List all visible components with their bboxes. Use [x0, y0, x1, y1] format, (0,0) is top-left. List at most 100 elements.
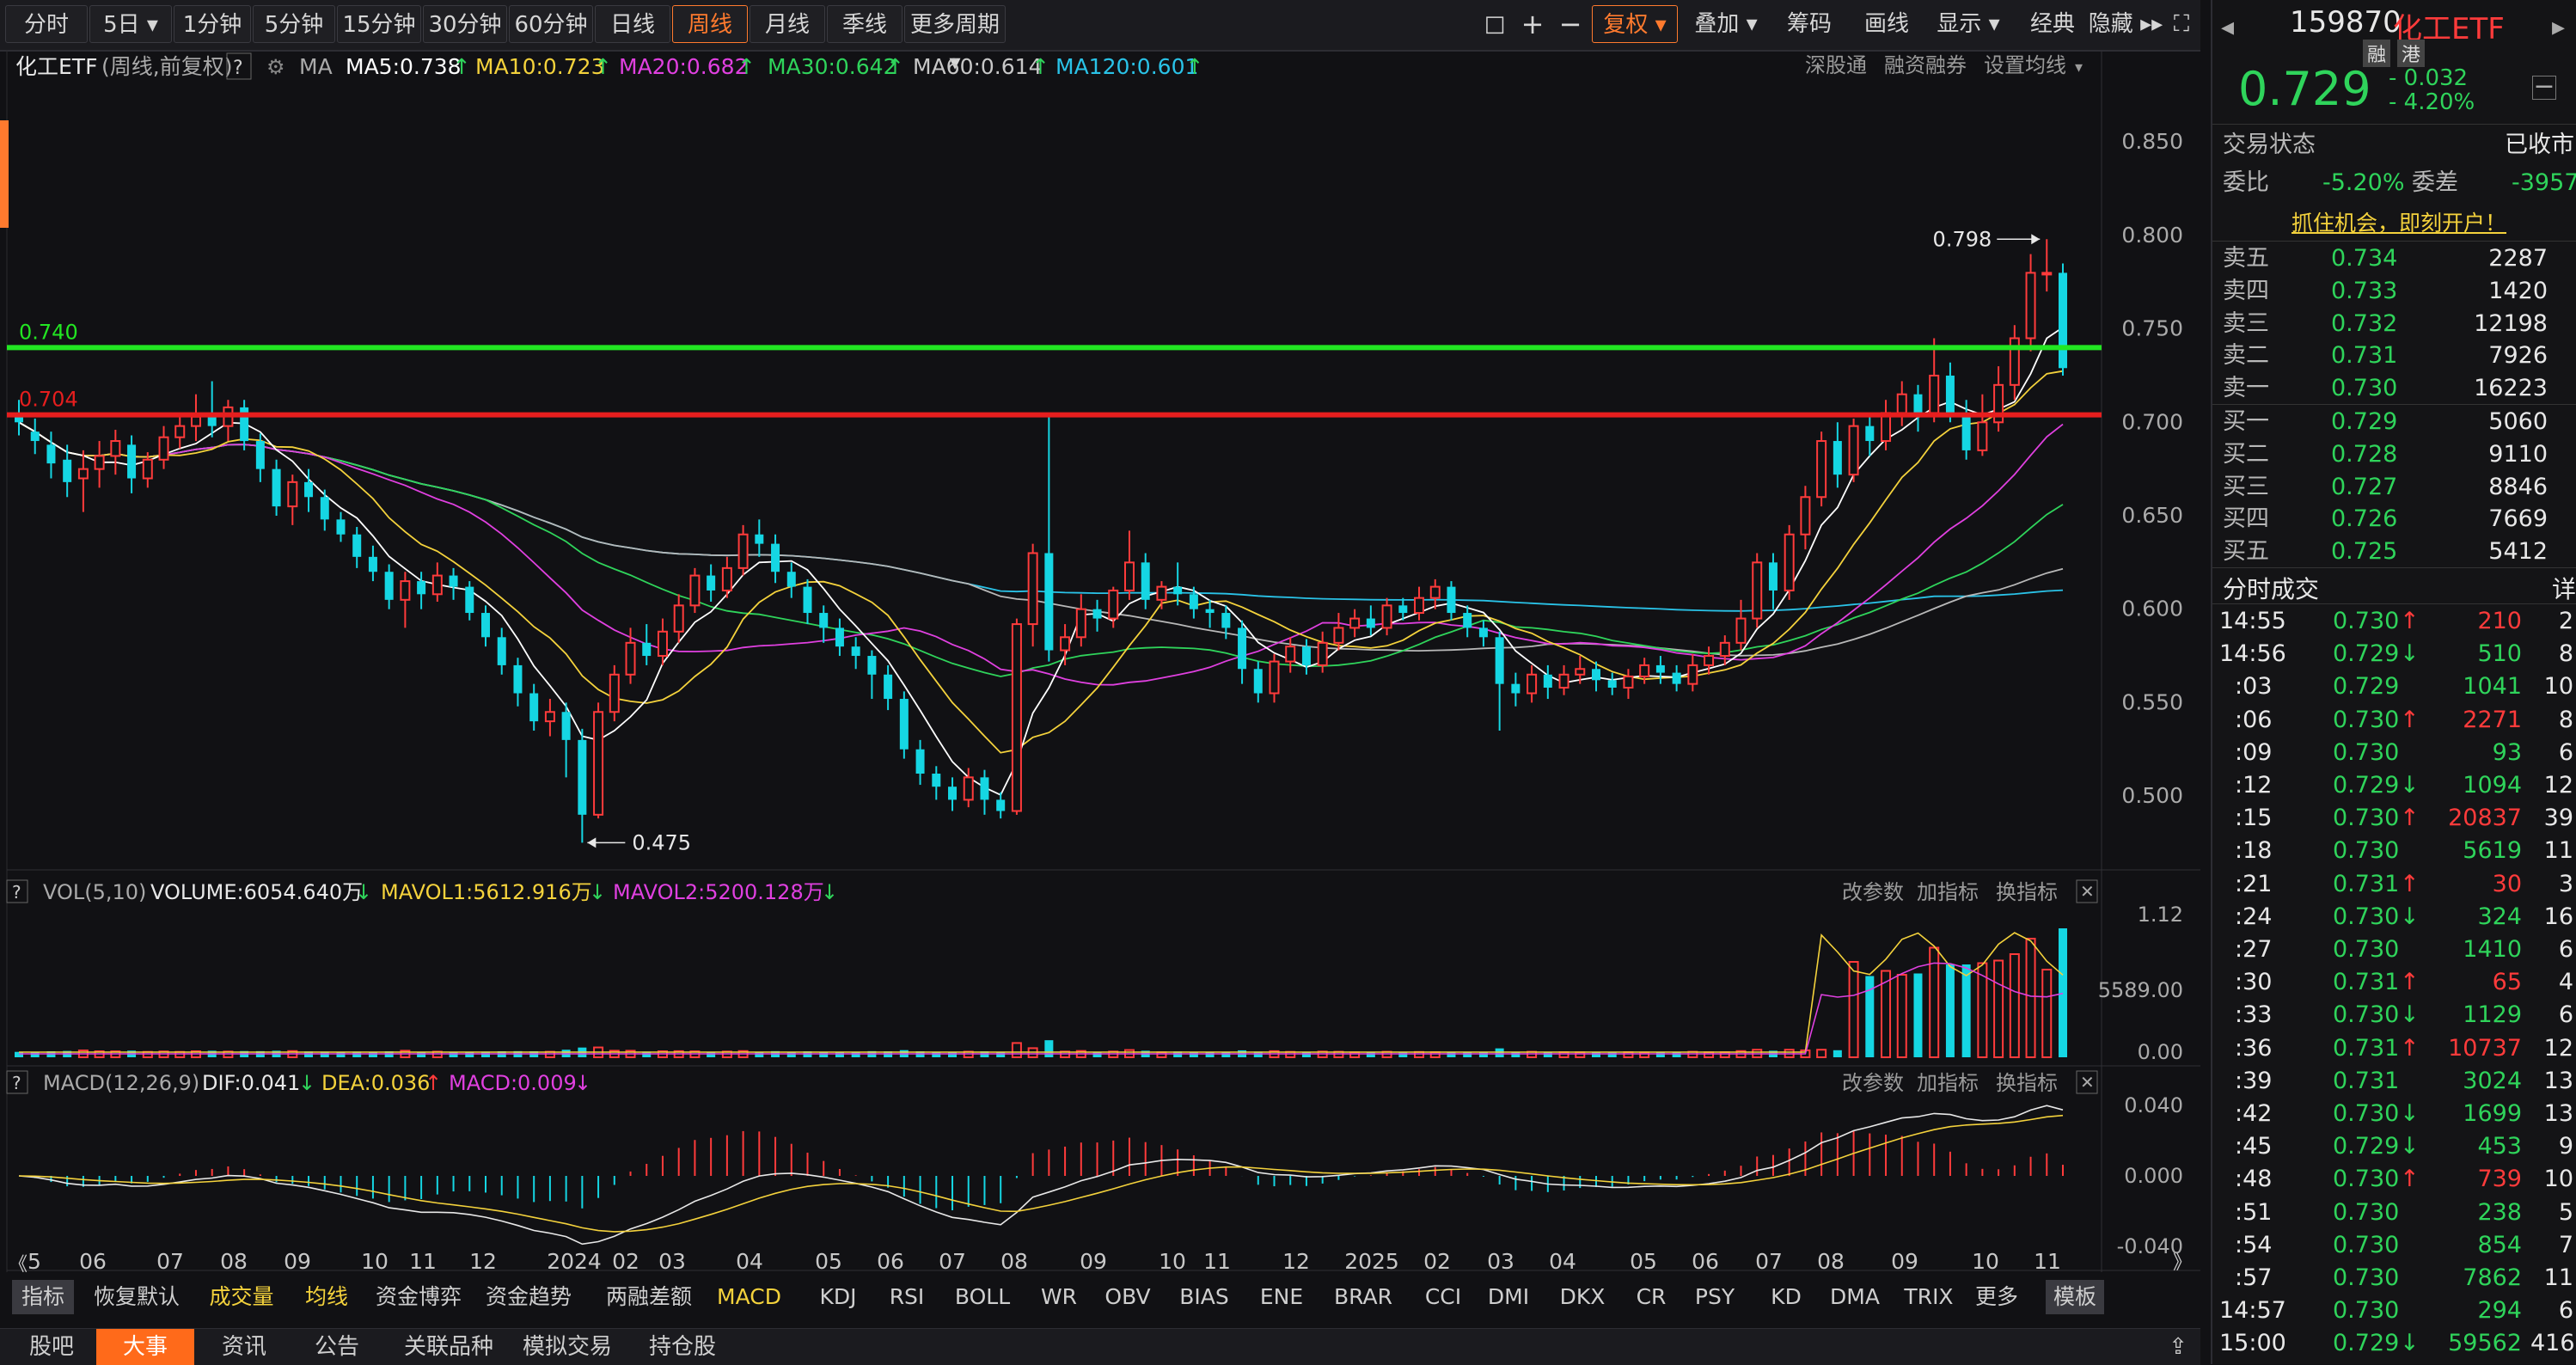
macd-tick-0: 0.040	[2124, 1093, 2183, 1117]
bottom-tab-4[interactable]: 关联品种	[403, 1334, 493, 1360]
bottom-tab-1[interactable]: 大事	[96, 1329, 194, 1365]
indicator-tab-20[interactable]: PSY	[1694, 1284, 1735, 1309]
candle-body	[851, 646, 860, 657]
bottom-tab-5[interactable]: 模拟交易	[522, 1334, 612, 1360]
diejia-button[interactable]: 叠加 ▾	[1694, 11, 1758, 37]
period-tab-8[interactable]: 周线	[672, 5, 748, 43]
period-tab-3[interactable]: 5分钟	[253, 5, 335, 43]
bottom-tab-0[interactable]: 股吧	[28, 1334, 74, 1360]
ma-link-0[interactable]: 深股通	[1805, 53, 1867, 77]
indicator-tab-0[interactable]: 指标	[12, 1280, 74, 1314]
help-icon[interactable]	[226, 52, 252, 80]
next-stock-icon[interactable]: ▸	[2552, 12, 2566, 42]
vol-help-icon[interactable]	[6, 879, 28, 903]
indicator-tab-2[interactable]: 成交量	[209, 1284, 274, 1309]
tick-volume: 510	[2477, 640, 2522, 668]
indicator-tab-21[interactable]: KD	[1771, 1284, 1802, 1309]
indicator-tab-19[interactable]: CR	[1636, 1284, 1667, 1309]
indicator-tab-22[interactable]: DMA	[1830, 1284, 1880, 1309]
indicator-tab-11[interactable]: WR	[1040, 1284, 1078, 1309]
indicator-tab-14[interactable]: ENE	[1259, 1284, 1304, 1309]
indicator-tab-25[interactable]: 模板	[2046, 1280, 2104, 1314]
jingdian-button[interactable]: 经典	[2029, 11, 2075, 37]
indicator-tab-1[interactable]: 恢复默认	[93, 1284, 180, 1309]
period-tab-4[interactable]: 15分钟	[337, 5, 421, 43]
yincang-button[interactable]: 隐藏 ▸▸	[2088, 11, 2163, 37]
scroll-left-icon[interactable]: 《	[9, 1254, 28, 1276]
vol-link-0[interactable]: 改参数	[1842, 880, 1904, 904]
period-tab-0[interactable]: 分时	[5, 5, 88, 43]
period-tab-9[interactable]: 月线	[750, 5, 825, 43]
vol-link-2[interactable]: 换指标	[1996, 880, 2058, 904]
bottom-tab-2[interactable]: 资讯	[221, 1334, 266, 1360]
indicator-tab-16[interactable]: CCI	[1424, 1284, 1462, 1309]
zoom-out-icon[interactable]: −	[1558, 8, 1582, 40]
bottom-tab-6[interactable]: 持仓股	[648, 1334, 716, 1360]
candle-body	[2041, 272, 2053, 276]
period-tab-11[interactable]: 更多周期 ▾	[904, 5, 1006, 76]
promo-link[interactable]: 抓住机会，即刻开户！	[2291, 211, 2507, 236]
period-tab-2[interactable]: 1分钟	[174, 5, 251, 43]
indicator-tab-8[interactable]: KDJ	[819, 1284, 857, 1309]
candle-body	[1639, 664, 1650, 677]
indicator-tab-10[interactable]: BOLL	[954, 1284, 1011, 1309]
y-tick-3: 0.700	[2121, 409, 2183, 434]
tick-row: :57 0.730 7862 11	[2212, 1262, 2576, 1295]
tick-count: 16	[2543, 903, 2573, 930]
vol-bar	[449, 1051, 458, 1057]
tick-arrow: ↑	[2400, 608, 2420, 634]
collapse-icon[interactable]: −	[2532, 71, 2556, 101]
indicator-tab-17[interactable]: DMI	[1487, 1284, 1530, 1309]
chart-area[interactable]: 化工ETF (周线,前复权) ? ⚙ MA MA5:0.738↑ MA10:0.7…	[0, 50, 2200, 1365]
lock-icon[interactable]: □	[1484, 11, 1506, 37]
indicator-tab-3[interactable]: 均线	[304, 1284, 348, 1309]
bottom-tab-3[interactable]: 公告	[314, 1334, 359, 1360]
period-tab-7[interactable]: 日线	[595, 5, 670, 43]
candle-body	[737, 533, 749, 569]
indicator-tab-15[interactable]: BRAR	[1334, 1284, 1392, 1309]
indicator-tab-9[interactable]: RSI	[889, 1284, 925, 1309]
indicator-tab-4[interactable]: 资金博弈	[375, 1284, 462, 1309]
period-tab-10[interactable]: 季线	[827, 5, 903, 43]
vol-link-1[interactable]: 加指标	[1917, 880, 1979, 904]
vol-bar	[2009, 953, 2020, 1058]
xianshi-button[interactable]: 显示 ▾	[1937, 11, 2000, 37]
macd-close-icon[interactable]	[2076, 1070, 2098, 1094]
candle-body	[867, 656, 877, 675]
period-tab-5[interactable]: 30分钟	[423, 5, 507, 43]
indicator-tab-6[interactable]: 两融差额	[605, 1284, 692, 1309]
zoom-in-icon[interactable]: +	[1521, 8, 1545, 40]
period-tab-6[interactable]: 60分钟	[509, 5, 593, 43]
indicator-tab-7[interactable]: MACD	[717, 1284, 781, 1309]
indicator-tab-18[interactable]: DKX	[1559, 1284, 1606, 1309]
x-tick-20: 2025	[1344, 1249, 1399, 1274]
fullscreen-icon[interactable]: ⛶	[2173, 11, 2190, 37]
candle-body	[1221, 613, 1231, 628]
macd-link-0[interactable]: 改参数	[1842, 1071, 1904, 1095]
export-icon[interactable]: ⇪	[2169, 1334, 2187, 1360]
indicator-tab-13[interactable]: BIAS	[1179, 1284, 1229, 1309]
tick-time: :33	[2235, 1001, 2273, 1029]
indicator-tab-23[interactable]: TRIX	[1904, 1284, 1954, 1309]
vol-close-icon[interactable]	[2076, 879, 2098, 903]
indicator-tab-12[interactable]: OBV	[1104, 1284, 1151, 1309]
ma-link-1[interactable]: 融资融券	[1884, 53, 1967, 77]
macd-help-icon[interactable]	[6, 1070, 28, 1094]
x-tick-4: 09	[284, 1249, 311, 1274]
scroll-right-icon[interactable]: 》	[2173, 1252, 2192, 1274]
ma-link-dropdown-icon[interactable]: ▾	[2075, 58, 2083, 77]
fuquan-button[interactable]: 复权 ▾	[1592, 5, 1678, 43]
gear-icon[interactable]: ⚙	[266, 55, 285, 79]
indicator-tab-24[interactable]: 更多	[1974, 1284, 2018, 1309]
x-tick-22: 03	[1487, 1249, 1514, 1274]
macd-link-1[interactable]: 加指标	[1917, 1071, 1979, 1095]
indicator-tab-5[interactable]: 资金趋势	[485, 1284, 572, 1309]
huaxian-button[interactable]: 画线	[1863, 11, 1909, 37]
period-tab-1[interactable]: 5日 ▾	[89, 5, 172, 43]
macd-link-2[interactable]: 换指标	[1996, 1071, 2058, 1095]
ticks-more-link[interactable]: 详	[2552, 575, 2576, 603]
vol-bar	[30, 1051, 40, 1057]
ma-link-2[interactable]: 设置均线	[1984, 53, 2066, 77]
chouma-button[interactable]: 筹码	[1786, 11, 1832, 37]
prev-stock-icon[interactable]: ◂	[2221, 12, 2235, 42]
